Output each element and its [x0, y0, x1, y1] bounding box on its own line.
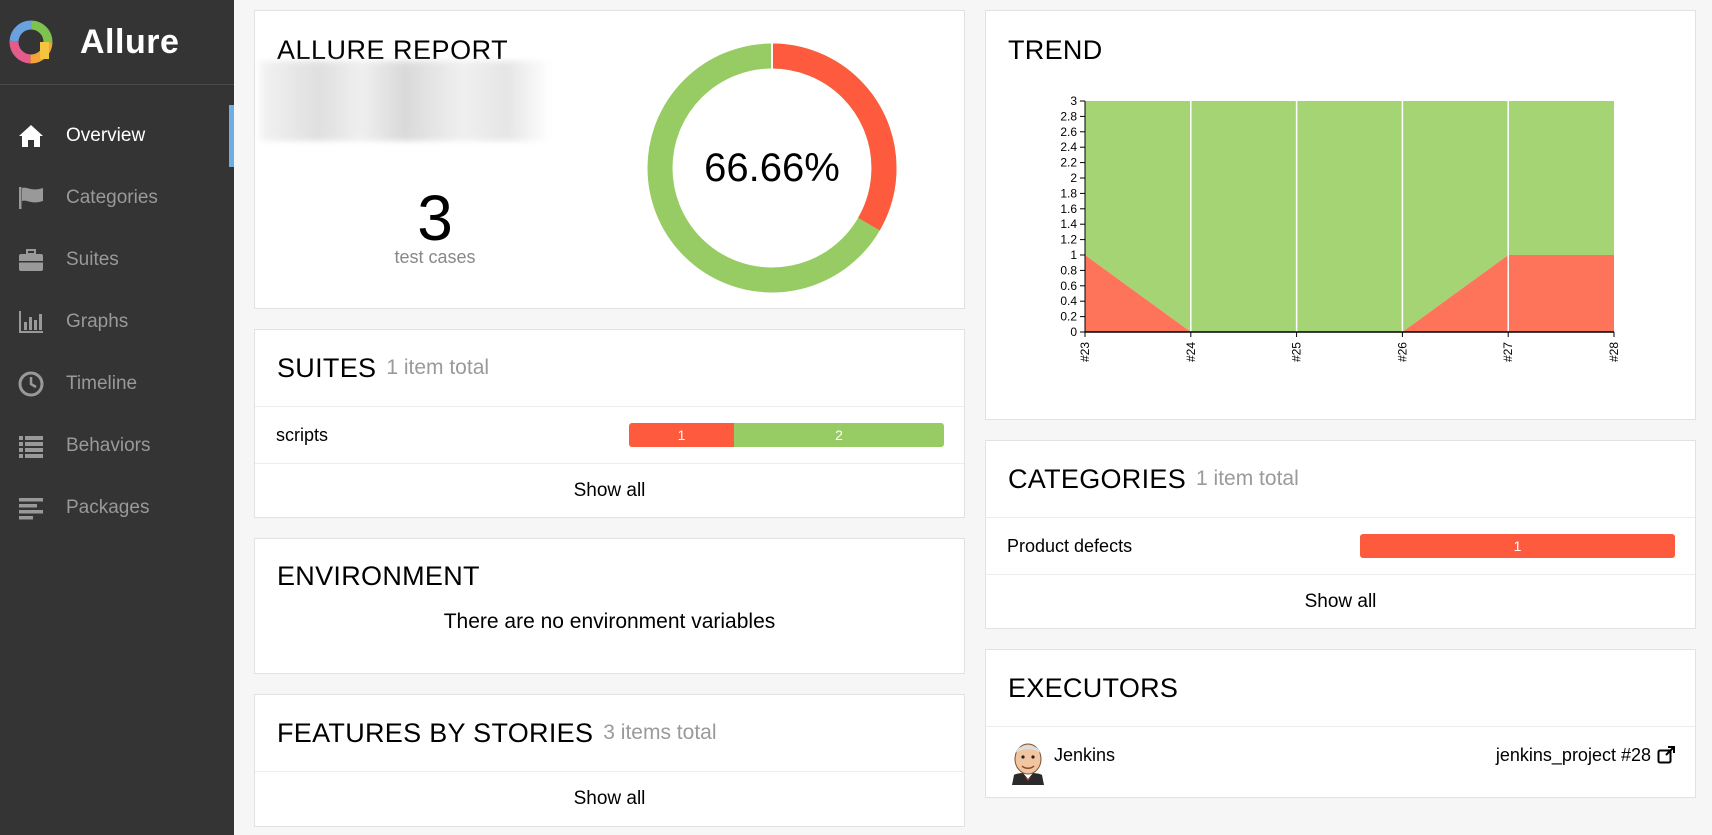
- failed-segment[interactable]: 1: [1360, 534, 1675, 558]
- sidebar-item-label: Graphs: [66, 311, 129, 332]
- report-title: ALLURE REPORT: [277, 35, 509, 65]
- sidebar-item-label: Categories: [66, 187, 158, 208]
- trend-y-tick-label: 2.4: [1060, 140, 1077, 154]
- home-icon: [16, 121, 46, 151]
- trend-y-tick-label: 2.8: [1060, 109, 1077, 123]
- clock-icon: [16, 369, 46, 399]
- success-rate: 66.66%: [704, 145, 840, 190]
- environment-widget: ENVIRONMENT There are no environment var…: [254, 538, 965, 674]
- suite-row[interactable]: scripts 1 2: [255, 407, 964, 463]
- sidebar-item-label: Suites: [66, 249, 119, 270]
- redacted-report-info: [260, 61, 550, 141]
- list-icon: [16, 431, 46, 461]
- sidebar-item-label: Packages: [66, 497, 150, 518]
- trend-x-tick-label: #24: [1184, 342, 1198, 362]
- trend-y-tick-label: 2: [1070, 171, 1077, 185]
- executors-widget: EXECUTORS Jenkins jenkins_project #28: [985, 649, 1696, 798]
- suites-show-all-link[interactable]: Show all: [573, 480, 646, 501]
- sidebar-item-categories[interactable]: Categories: [0, 167, 234, 229]
- summary-widget: ALLURE REPORT 3 test cases 66.66%: [254, 10, 965, 309]
- trend-y-tick-label: 1.6: [1060, 202, 1077, 216]
- sidebar-item-graphs[interactable]: Graphs: [0, 291, 234, 353]
- sidebar-nav: Overview Categories Suites Graphs Timeli…: [0, 105, 234, 539]
- sidebar-item-behaviors[interactable]: Behaviors: [0, 415, 234, 477]
- summary-donut-chart[interactable]: [647, 43, 897, 293]
- categories-show-all-link[interactable]: Show all: [1304, 591, 1377, 612]
- trend-x-tick-label: #27: [1501, 342, 1515, 362]
- executor-build: jenkins_project #28: [1495, 744, 1651, 765]
- trend-y-tick-label: 0: [1070, 325, 1077, 339]
- category-row[interactable]: Product defects 1: [986, 518, 1695, 574]
- failed-segment[interactable]: 1: [629, 423, 734, 447]
- briefcase-icon: [16, 245, 46, 275]
- executors-title: EXECUTORS: [1008, 672, 1179, 703]
- environment-empty-message: There are no environment variables: [443, 610, 776, 633]
- trend-y-tick-label: 0.6: [1060, 279, 1077, 293]
- trend-title: TREND: [1008, 35, 1103, 65]
- sidebar-item-packages[interactable]: Packages: [0, 477, 234, 539]
- sidebar-item-suites[interactable]: Suites: [0, 229, 234, 291]
- trend-chart[interactable]: 00.2 0.40.6 0.811.2 1.41.6 1.822.2 2.42.6 2.83…: [986, 81, 1695, 411]
- trend-x-tick-label: #25: [1290, 342, 1304, 362]
- features-show-all-link[interactable]: Show all: [573, 788, 646, 809]
- suite-name: scripts: [276, 424, 329, 445]
- trend-passed-area: [1085, 101, 1614, 332]
- test-case-count: 3: [417, 182, 453, 254]
- trend-y-tick-label: 1.8: [1060, 186, 1077, 200]
- trend-y-tick-label: 3: [1070, 94, 1077, 108]
- suite-status-bar[interactable]: 1 2: [629, 423, 944, 447]
- trend-y-tick-label: 1.2: [1060, 233, 1077, 247]
- features-widget: FEATURES BY STORIES 3 items total Show a…: [254, 694, 965, 827]
- trend-y-tick-label: 0.8: [1060, 263, 1077, 277]
- environment-title: ENVIRONMENT: [277, 561, 480, 591]
- trend-x-tick-label: #23: [1078, 342, 1092, 362]
- categories-count: 1 item total: [1196, 467, 1299, 490]
- category-name: Product defects: [1007, 535, 1133, 556]
- categories-title: CATEGORIES: [1008, 463, 1187, 494]
- app-name: Allure: [80, 22, 180, 61]
- sidebar-item-label: Timeline: [66, 373, 138, 394]
- trend-y-tick-label: 1: [1070, 248, 1077, 262]
- passed-segment[interactable]: 2: [734, 423, 944, 447]
- features-count: 3 items total: [603, 721, 717, 744]
- executor-name: Jenkins: [1054, 744, 1116, 765]
- sidebar-item-timeline[interactable]: Timeline: [0, 353, 234, 415]
- suites-title: SUITES: [277, 352, 377, 383]
- jenkins-avatar-icon: [1012, 743, 1044, 785]
- external-link-icon: [1657, 746, 1675, 764]
- sidebar-item-label: Overview: [66, 125, 146, 146]
- flag-icon: [16, 183, 46, 213]
- suites-widget: SUITES 1 item total scripts 1 2 Show all: [254, 329, 965, 518]
- trend-y-tick-label: 1.4: [1060, 217, 1077, 231]
- trend-y-tick-label: 2.2: [1060, 156, 1077, 170]
- trend-y-tick-label: 0.4: [1060, 294, 1077, 308]
- sidebar-item-label: Behaviors: [66, 435, 151, 456]
- trend-y-tick-label: 2.6: [1060, 125, 1077, 139]
- sidebar-item-overview[interactable]: Overview: [0, 105, 234, 167]
- brand[interactable]: Allure: [0, 0, 234, 85]
- allure-logo-icon: [9, 20, 53, 64]
- bar-chart-icon: [16, 307, 46, 337]
- trend-widget: TREND 0 0.2 0.4 0.6 0.8 1 1.2 1.4 1.6 1.8 2 2.2 2.4 2…: [985, 10, 1696, 420]
- features-title: FEATURES BY STORIES: [277, 717, 594, 748]
- categories-widget: CATEGORIES 1 item total Product defects …: [985, 440, 1696, 629]
- sidebar: Allure Overview Categories Suites Graphs…: [0, 0, 234, 835]
- trend-y-tick-label: 0.2: [1060, 310, 1077, 324]
- executor-build-link[interactable]: jenkins_project #28: [1496, 745, 1675, 766]
- trend-x-tick-label: #28: [1607, 342, 1621, 362]
- category-status-bar[interactable]: 1: [1360, 534, 1675, 558]
- trend-x-tick-label: #26: [1395, 342, 1409, 362]
- align-left-icon: [16, 493, 46, 523]
- test-case-label: test cases: [394, 247, 476, 267]
- trend-failed-area: [1085, 255, 1614, 332]
- suites-count: 1 item total: [386, 356, 490, 379]
